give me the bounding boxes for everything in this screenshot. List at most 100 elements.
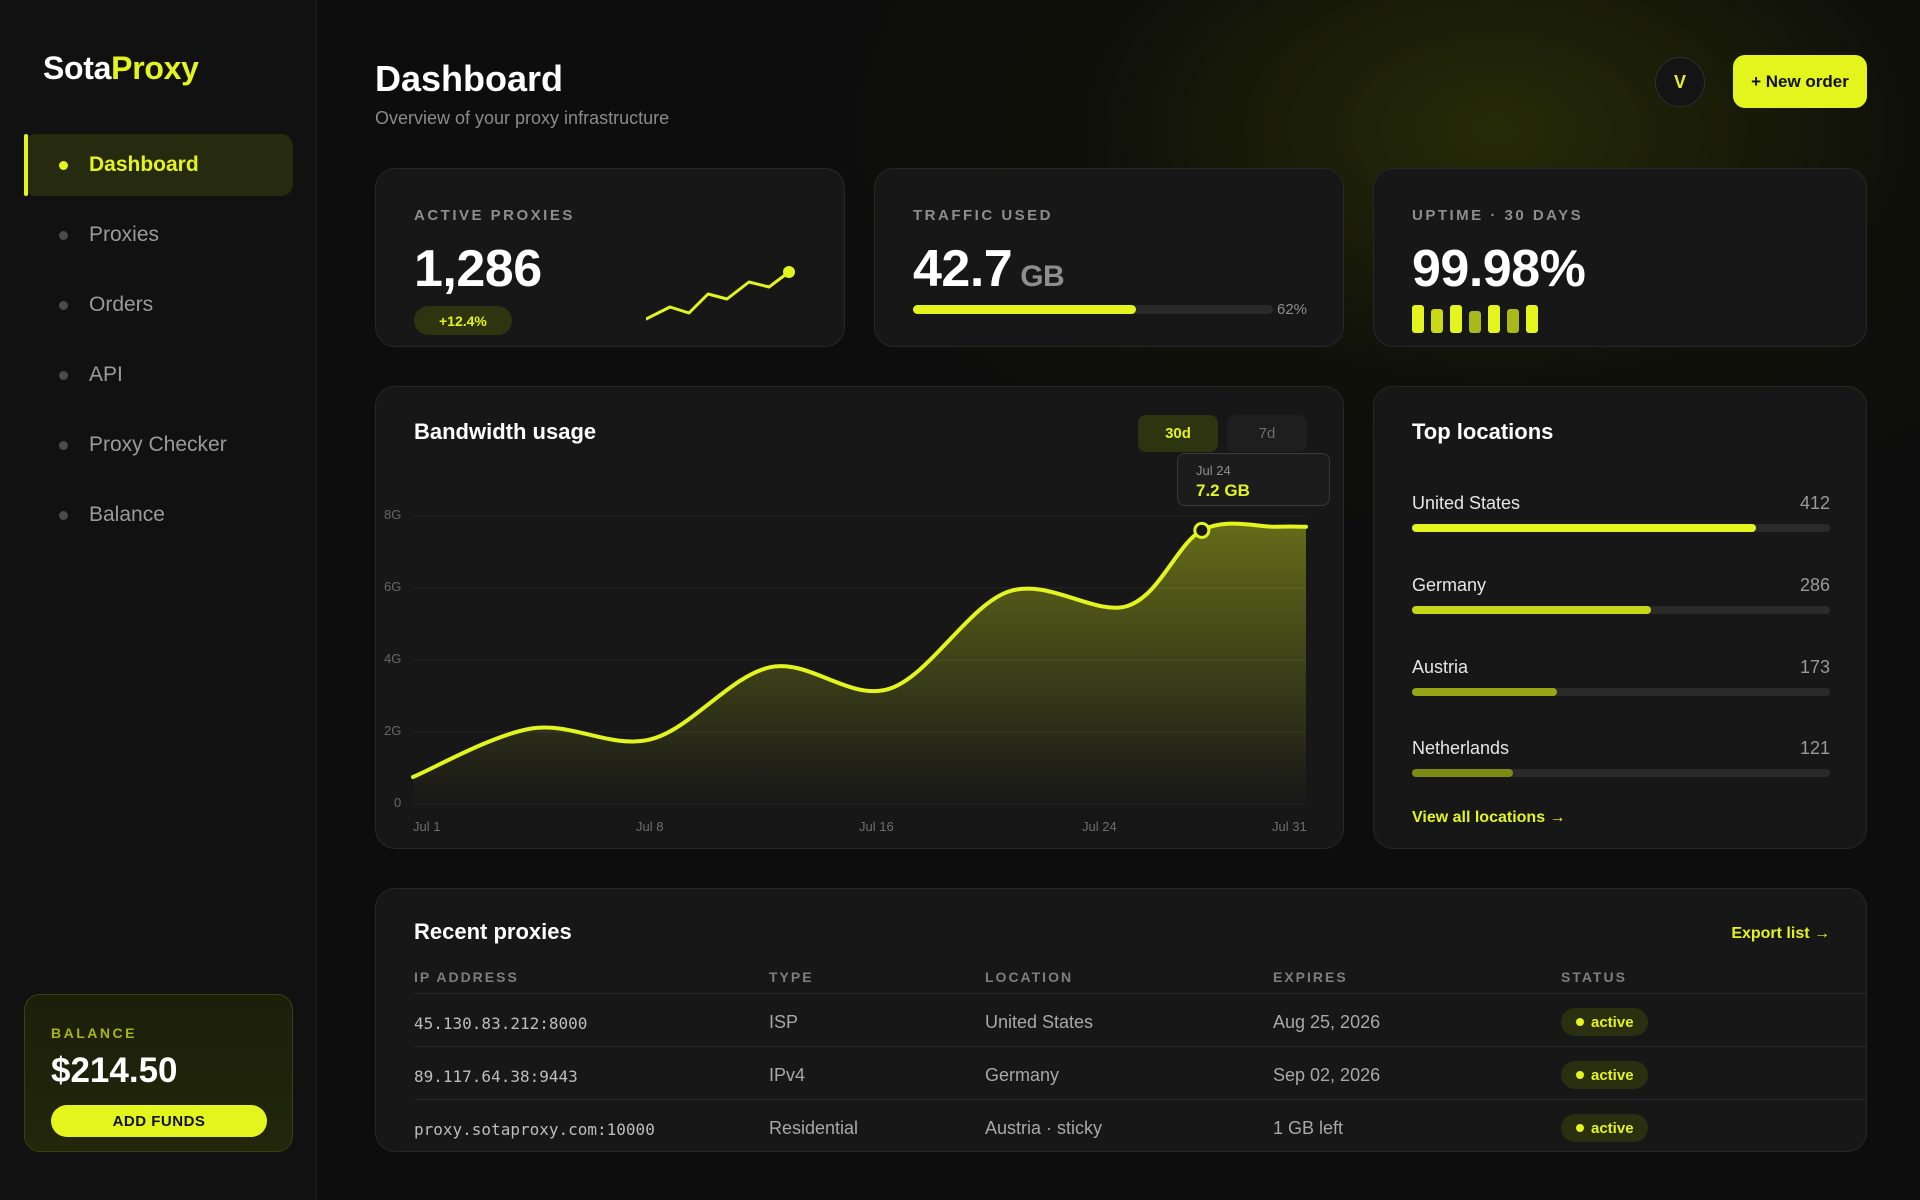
location-cell: Germany xyxy=(985,1065,1060,1085)
ip-cell: 45.130.83.212:8000 xyxy=(414,1014,588,1033)
y-tick: 2G xyxy=(384,723,402,738)
range-7d-button[interactable]: 7d xyxy=(1227,415,1307,452)
kpi-value: 99.98% xyxy=(1412,240,1586,298)
page-title: Dashboard xyxy=(375,58,564,99)
location-name: Germany xyxy=(1412,575,1487,595)
column-header-status: STATUS xyxy=(1561,969,1627,985)
uptime-bar xyxy=(1412,305,1424,333)
logo[interactable]: SotaProxy xyxy=(43,50,199,87)
location-bar-fill xyxy=(1412,769,1514,777)
expires-cell: 1 GB left xyxy=(1273,1118,1344,1138)
tooltip-date: Jul 24 xyxy=(1196,463,1231,478)
column-header-type: TYPE xyxy=(769,969,814,985)
location-bar-track xyxy=(1412,688,1830,696)
type-cell: IPv4 xyxy=(769,1065,806,1085)
kpi-value: 42.7 GB xyxy=(913,239,1065,299)
kpi-card-active-proxies: ACTIVE PROXIES 1,286 +12.4% xyxy=(375,168,845,347)
kpi-value: 1,286 xyxy=(414,240,542,298)
balance-card: BALANCE $214.50 ADD FUNDS xyxy=(24,994,293,1152)
kpi-card-traffic: TRAFFIC USED 42.7 GB 62% xyxy=(874,168,1344,347)
top-locations-card: Top locations United States 412 Germany … xyxy=(1373,386,1867,849)
bandwidth-card: Bandwidth usage 30d 7d 8G 6G 4G 2G 0 Jul… xyxy=(375,386,1344,849)
kpi-label: ACTIVE PROXIES xyxy=(414,207,575,224)
location-bar-fill xyxy=(1412,688,1557,696)
dot-icon xyxy=(59,510,68,520)
traffic-percent: 62% xyxy=(1277,301,1308,318)
column-header-location: LOCATION xyxy=(985,969,1074,985)
x-tick: Jul 31 xyxy=(1272,819,1307,834)
table-row[interactable]: 45.130.83.212:8000 ISP United States Aug… xyxy=(414,993,1867,1046)
dot-icon xyxy=(59,300,68,310)
traffic-progress-track xyxy=(913,305,1273,314)
avatar[interactable]: V xyxy=(1655,57,1705,107)
sidebar-item-orders[interactable]: Orders xyxy=(24,274,293,336)
view-all-locations-link[interactable]: View all locations → xyxy=(1412,809,1566,826)
y-tick: 0 xyxy=(394,795,402,810)
column-header-ip: IP ADDRESS xyxy=(414,969,519,985)
dot-icon xyxy=(59,230,68,240)
sidebar-item-label: Proxy Checker xyxy=(89,433,227,456)
sidebar: SotaProxy Dashboard Proxies Orders API P… xyxy=(0,0,317,1200)
dot-icon xyxy=(59,370,68,380)
balance-value: $214.50 xyxy=(51,1051,178,1090)
trend-up-sparkline-icon xyxy=(646,266,795,321)
highlight-point[interactable] xyxy=(1193,521,1211,539)
sidebar-item-label: Proxies xyxy=(89,223,160,246)
location-count: 286 xyxy=(1799,575,1830,595)
card-title: Bandwidth usage xyxy=(414,419,597,444)
uptime-bar xyxy=(1450,305,1462,333)
kpi-card-uptime: UPTIME · 30 DAYS 99.98% xyxy=(1373,168,1867,347)
status-badge: active xyxy=(1561,1061,1648,1089)
bandwidth-chart xyxy=(411,515,1308,805)
location-cell: Austria · sticky xyxy=(985,1118,1103,1138)
add-funds-button[interactable]: ADD FUNDS xyxy=(51,1105,267,1137)
table-row[interactable]: proxy.sotaproxy.com:10000 Residential Au… xyxy=(414,1099,1867,1152)
location-name: United States xyxy=(1412,493,1521,513)
location-name: Austria xyxy=(1412,657,1469,677)
bandwidth-area xyxy=(413,523,1306,804)
dot-icon xyxy=(59,440,68,450)
y-tick: 8G xyxy=(384,507,402,522)
sidebar-item-label: Dashboard xyxy=(89,153,199,176)
column-header-expires: EXPIRES xyxy=(1273,969,1348,985)
page-subtitle: Overview of your proxy infrastructure xyxy=(375,108,670,128)
x-tick: Jul 8 xyxy=(636,819,664,834)
location-count: 173 xyxy=(1799,657,1830,677)
range-30d-button[interactable]: 30d xyxy=(1138,415,1218,452)
y-tick: 4G xyxy=(384,651,402,666)
logo-text-accent: Proxy xyxy=(111,50,199,86)
table-row[interactable]: 89.117.64.38:9443 IPv4 Germany Sep 02, 2… xyxy=(414,1046,1867,1099)
sidebar-item-proxies[interactable]: Proxies xyxy=(24,204,293,266)
location-cell: United States xyxy=(985,1012,1094,1032)
type-cell: ISP xyxy=(769,1012,799,1032)
uptime-bar xyxy=(1488,305,1500,333)
tooltip-value: 7.2 GB xyxy=(1196,481,1250,500)
sidebar-item-dashboard[interactable]: Dashboard xyxy=(24,134,293,196)
sidebar-item-label: Orders xyxy=(89,293,154,316)
traffic-progress-fill xyxy=(913,305,1137,314)
card-title: Top locations xyxy=(1412,419,1554,444)
sidebar-item-api[interactable]: API xyxy=(24,344,293,406)
uptime-bar xyxy=(1526,305,1538,333)
expires-cell: Sep 02, 2026 xyxy=(1273,1065,1381,1085)
expires-cell: Aug 25, 2026 xyxy=(1273,1012,1381,1032)
sidebar-item-balance[interactable]: Balance xyxy=(24,484,293,546)
logo-text-primary: Sota xyxy=(43,50,112,86)
location-name: Netherlands xyxy=(1412,738,1510,758)
type-cell: Residential xyxy=(769,1118,859,1138)
new-order-button[interactable]: + New order xyxy=(1733,55,1867,108)
kpi-label: UPTIME · 30 DAYS xyxy=(1412,207,1584,224)
sidebar-item-label: API xyxy=(89,363,123,386)
ip-cell: 89.117.64.38:9443 xyxy=(414,1067,578,1086)
location-bar-track xyxy=(1412,769,1830,777)
sidebar-item-label: Balance xyxy=(89,503,165,526)
location-bar-fill xyxy=(1412,606,1652,614)
sidebar-item-proxy-checker[interactable]: Proxy Checker xyxy=(24,414,293,476)
status-badge: active xyxy=(1561,1008,1648,1036)
delta-badge: +12.4% xyxy=(414,306,512,335)
recent-proxies-card: Recent proxies Export list → IP ADDRESS … xyxy=(375,888,1867,1152)
x-tick: Jul 24 xyxy=(1082,819,1117,834)
traffic-value: 42.7 xyxy=(913,240,1013,298)
balance-label: BALANCE xyxy=(51,1025,137,1041)
export-list-link[interactable]: Export list → xyxy=(1731,925,1830,942)
